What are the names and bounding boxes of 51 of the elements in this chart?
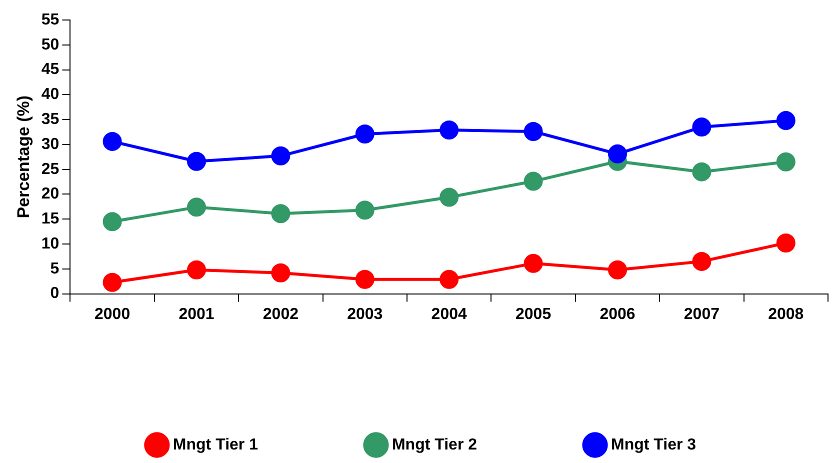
y-tick-label: 25 — [41, 160, 60, 178]
y-tick-label: 50 — [41, 36, 60, 54]
x-tick-label: 2007 — [684, 306, 720, 323]
point — [102, 212, 122, 232]
y-tick-label: 5 — [50, 260, 60, 278]
y-tick-label: 15 — [41, 210, 60, 228]
y-tick-label: 20 — [41, 186, 60, 203]
y-tick-label: 55 — [41, 11, 60, 28]
legend-label: Mngt Tier 1 — [172, 436, 258, 454]
point — [692, 252, 712, 271]
point — [776, 234, 796, 253]
y-tick-label: 0 — [50, 285, 60, 302]
point — [524, 172, 543, 191]
point — [692, 162, 712, 182]
point — [524, 254, 543, 273]
legend-label: Mngt Tier 2 — [392, 436, 478, 454]
x-tick-label: 2006 — [600, 306, 636, 323]
point — [187, 198, 206, 217]
point — [776, 111, 796, 130]
point — [355, 200, 374, 220]
point — [187, 152, 206, 171]
legend-label: Mngt Tier 3 — [611, 436, 696, 454]
x-tick-label: 2000 — [94, 306, 130, 323]
x-tick-label: 2008 — [768, 306, 804, 323]
point — [102, 272, 122, 292]
point — [776, 152, 796, 172]
point — [271, 146, 290, 166]
y-tick-label: 40 — [41, 86, 60, 104]
point — [271, 204, 290, 224]
point — [440, 188, 459, 207]
y-tick-label: 30 — [41, 136, 60, 153]
y-tick-label: 35 — [41, 110, 60, 128]
x-tick-label: 2003 — [347, 306, 383, 323]
point — [355, 270, 374, 289]
x-tick-label: 2001 — [178, 306, 214, 323]
point — [187, 260, 206, 280]
x-tick-label: 2002 — [262, 306, 299, 323]
point — [440, 120, 459, 140]
x-tick-label: 2004 — [431, 306, 467, 323]
point — [271, 263, 290, 282]
point — [440, 270, 459, 289]
y-tick-label: 10 — [41, 235, 60, 252]
y-axis-title: Percentage (%) — [14, 95, 33, 218]
point — [608, 144, 627, 164]
point — [608, 260, 627, 280]
point — [355, 124, 374, 144]
point — [102, 132, 122, 151]
y-tick-label: 45 — [41, 61, 60, 78]
point — [692, 118, 712, 137]
point — [524, 122, 543, 142]
x-tick-label: 2005 — [516, 306, 552, 323]
